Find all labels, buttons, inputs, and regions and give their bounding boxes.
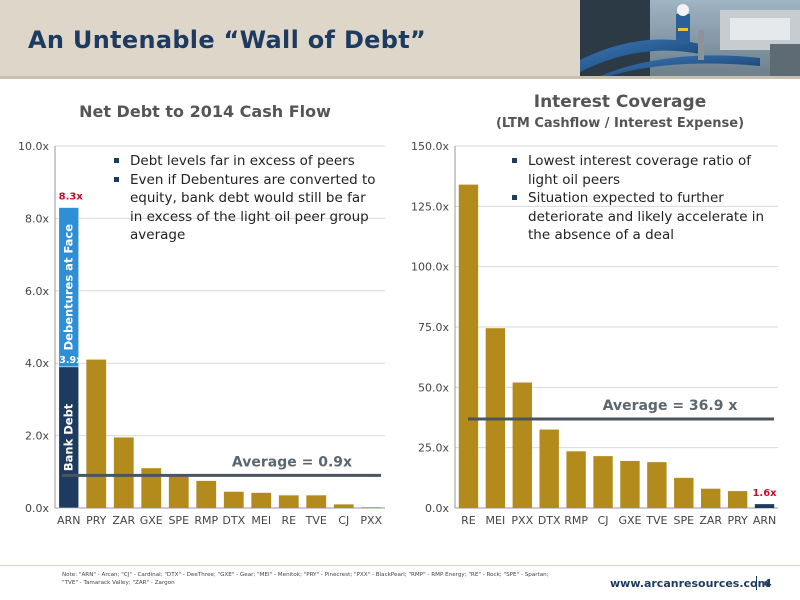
x-tick-label: MEI [251,514,271,527]
x-tick-label: ZAR [699,514,722,527]
x-tick-label: MEI [486,514,506,527]
right-bullets: Lowest interest coverage ratio of light … [510,152,778,245]
x-tick-label: DTX [538,514,561,527]
x-tick-label: PRY [86,514,107,527]
right-chart-title: Interest Coverage [533,92,707,112]
x-tick-label: PXX [360,514,382,527]
data-label-bank: 3.9x [59,355,82,366]
bar [113,437,134,508]
footnote: Note: "ARN" - Arcan; "CJ" - Cardinal; "D… [62,572,549,586]
bar [512,382,532,508]
x-tick-label: RMP [194,514,218,527]
bar [306,495,327,508]
header-divider [0,76,800,79]
x-tick-label: GXE [618,514,641,527]
bar [251,492,272,508]
y-tick-label: 2.0x [25,430,49,443]
oilfield-photo-illustration [580,0,800,76]
y-tick-label: 150.0x [411,140,449,153]
bar [458,184,479,508]
bar [566,451,586,508]
footer-url: www.arcanresources.com [610,577,770,590]
bar [278,495,299,508]
bar [754,504,775,508]
left-bullet-2: Even if Debentures are converted to equi… [112,171,380,245]
header-photo [580,0,800,76]
x-tick-label: CJ [598,514,609,527]
x-tick-label: TVE [305,514,327,527]
x-tick-label: ARN [57,514,80,527]
average-label: Average = 36.9 x [603,398,738,414]
bar [361,507,382,509]
bar [86,359,107,508]
net-debt-chart: 0.0x 2.0x 4.0x 6.0x 8.0x 10.0x Bank Debt Debent… [18,140,385,527]
bar [223,491,244,508]
y-tick-label: 0.0x [425,502,449,515]
y-tick-label: 10.0x [18,140,49,153]
y-tick-label: 25.0x [418,442,449,455]
right-bullet-1: Lowest interest coverage ratio of light … [510,152,778,189]
right-bullet-2: Situation expected to further deteriorat… [510,189,778,245]
left-chart-title: Net Debt to 2014 Cash Flow [79,102,331,121]
x-tick-label: RMP [564,514,588,527]
x-tick-label: RE [461,514,476,527]
y-tick-label: 75.0x [418,321,449,334]
left-bullets: Debt levels far in excess of peers Even … [112,152,380,245]
y-tick-label: 4.0x [25,357,49,370]
bank-debt-label: Bank Debt [62,403,76,471]
bar-debentures [58,207,79,368]
bar [539,429,559,508]
data-label-total: 8.3x [59,192,84,203]
x-tick-label: SPE [674,514,695,527]
x-tick-label: TVE [645,514,667,527]
y-tick-label: 8.0x [25,212,49,225]
bar [620,460,640,508]
y-tick-label: 0.0x [25,502,49,515]
left-bullet-1: Debt levels far in excess of peers [112,152,380,171]
x-tick-label: PXX [511,514,533,527]
interest-coverage-chart: 0.0x 25.0x 50.0x 75.0x 100.0x 125.0x 150.0x RE M… [411,140,778,527]
bar [674,477,694,508]
bar [593,456,613,508]
page-title: An Untenable “Wall of Debt” [28,26,427,54]
x-tick-label: SPE [168,514,189,527]
bar [647,462,667,508]
y-tick-label: 50.0x [418,381,449,394]
right-chart-subtitle: (LTM Cashflow / Interest Expense) [495,116,745,131]
bar [727,491,748,508]
bar [141,468,162,508]
x-tick-label: CJ [338,514,349,527]
x-tick-label: RE [281,514,296,527]
x-tick-label: ZAR [112,514,135,527]
footer-separator [756,576,757,590]
bar [196,480,217,508]
y-tick-label: 125.0x [411,200,449,213]
bar [333,504,354,508]
x-tick-label: PRY [727,514,748,527]
y-tick-label: 100.0x [411,261,449,274]
average-label: Average = 0.9x [232,454,352,470]
x-tick-label: ARN [753,514,776,527]
data-label-arn: 1.6x [752,488,777,499]
footer-divider [0,565,800,566]
x-tick-label: DTX [222,514,245,527]
bar [701,488,721,508]
x-tick-label: GXE [140,514,163,527]
debentures-label: Debentures at Face [62,224,76,351]
page-number: 4 [764,577,772,590]
y-tick-label: 6.0x [25,285,49,298]
bar [168,475,189,508]
